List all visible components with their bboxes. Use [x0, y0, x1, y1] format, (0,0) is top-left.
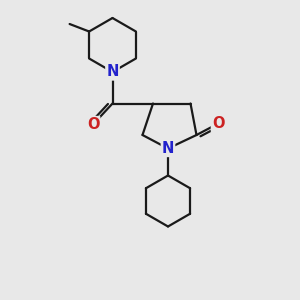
Text: O: O	[212, 116, 224, 131]
Text: N: N	[106, 64, 119, 80]
Text: O: O	[87, 117, 99, 132]
Text: N: N	[162, 141, 174, 156]
